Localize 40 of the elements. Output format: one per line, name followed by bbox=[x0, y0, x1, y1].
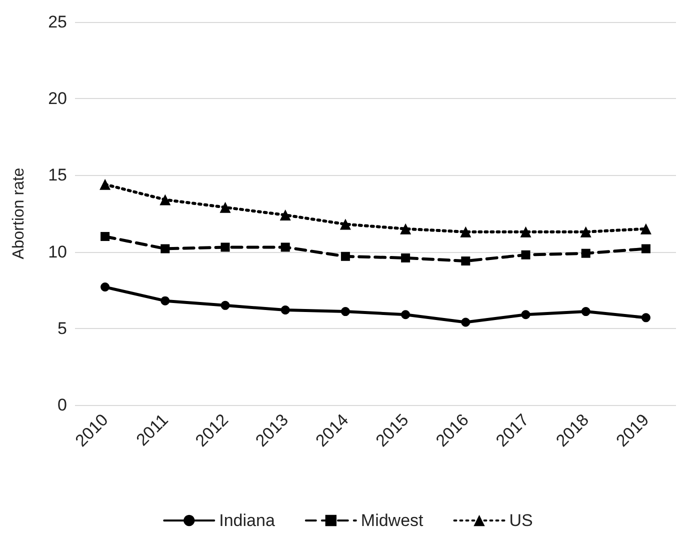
y-tick-label: 10 bbox=[48, 242, 67, 262]
point bbox=[340, 252, 350, 261]
point bbox=[220, 300, 230, 310]
point bbox=[461, 256, 470, 266]
legend-label: Midwest bbox=[360, 511, 424, 530]
point bbox=[280, 242, 290, 252]
y-axis-title: Abortion rate bbox=[10, 168, 28, 260]
point bbox=[280, 306, 290, 315]
point bbox=[401, 253, 410, 262]
point bbox=[581, 307, 590, 316]
point bbox=[340, 307, 350, 316]
point bbox=[581, 248, 590, 258]
point bbox=[401, 310, 410, 320]
point bbox=[640, 223, 652, 234]
y-tick-label: 0 bbox=[58, 396, 67, 414]
point bbox=[340, 218, 351, 230]
y-tick-label: 5 bbox=[58, 318, 67, 338]
legend-label: US bbox=[509, 511, 533, 530]
point bbox=[641, 313, 650, 322]
legend-label: Indiana bbox=[219, 511, 276, 530]
point bbox=[641, 244, 650, 254]
y-tick-label: 25 bbox=[48, 12, 67, 32]
point bbox=[100, 282, 110, 292]
point bbox=[160, 244, 170, 254]
point bbox=[580, 226, 592, 238]
point bbox=[520, 226, 532, 238]
point bbox=[400, 223, 412, 234]
point bbox=[460, 226, 472, 238]
point bbox=[521, 310, 530, 320]
point bbox=[280, 210, 291, 221]
point bbox=[220, 242, 230, 252]
point bbox=[100, 232, 110, 241]
point bbox=[160, 296, 170, 306]
y-tick-label: 20 bbox=[48, 89, 67, 108]
y-tick-label: 15 bbox=[48, 166, 67, 185]
point bbox=[160, 194, 171, 206]
point bbox=[521, 250, 530, 260]
point bbox=[461, 318, 470, 327]
point bbox=[100, 178, 111, 190]
point bbox=[220, 202, 231, 213]
